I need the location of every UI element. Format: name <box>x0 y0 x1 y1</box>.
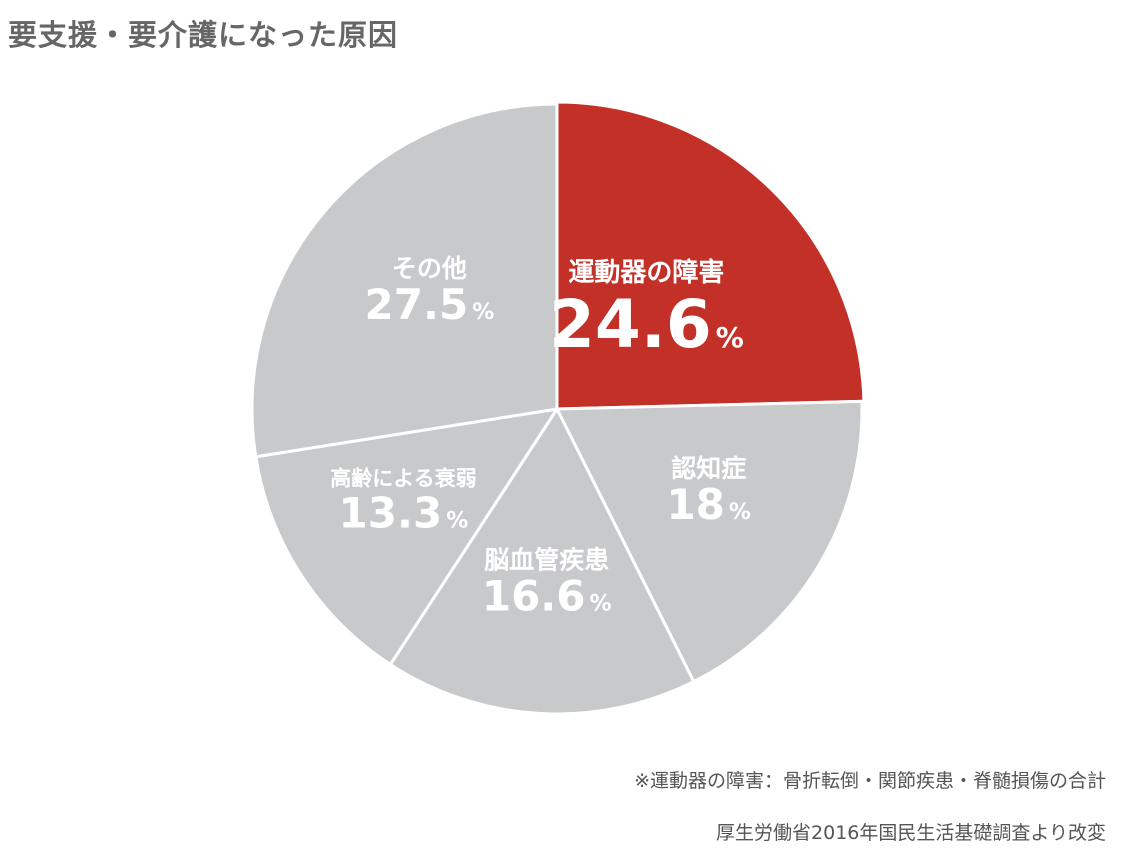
slice-label-0: 運動器の障害 <box>568 257 724 288</box>
pie-slice-3 <box>254 407 559 666</box>
slice-value-1: 18% <box>666 480 751 529</box>
pie-slices <box>250 100 866 716</box>
footnote-definition: ※運動器の障害：骨折転倒・関節疾患・脊髄損傷の合計 <box>634 770 1106 792</box>
pie-slice-2 <box>388 407 696 716</box>
slice-label-1: 認知症 <box>671 454 746 483</box>
slice-value-2: 16.6% <box>482 572 612 621</box>
slice-value-4: 27.5% <box>365 280 495 329</box>
slice-label-2: 脳血管疾患 <box>484 546 609 575</box>
footnote-source: 厚生労働省2016年国民生活基礎調査より改変 <box>716 822 1106 844</box>
slice-value-0: 24.6% <box>549 286 744 363</box>
slice-value-3: 13.3% <box>339 488 469 537</box>
pie-slice-1 <box>555 399 864 684</box>
pie-slice-4 <box>250 102 559 459</box>
pie-slice-0 <box>555 100 866 411</box>
slice-label-3: 高齢による衰弱 <box>330 466 476 490</box>
slice-label-4: その他 <box>392 254 467 283</box>
chart-title: 要支援・要介護になった原因 <box>8 18 399 52</box>
